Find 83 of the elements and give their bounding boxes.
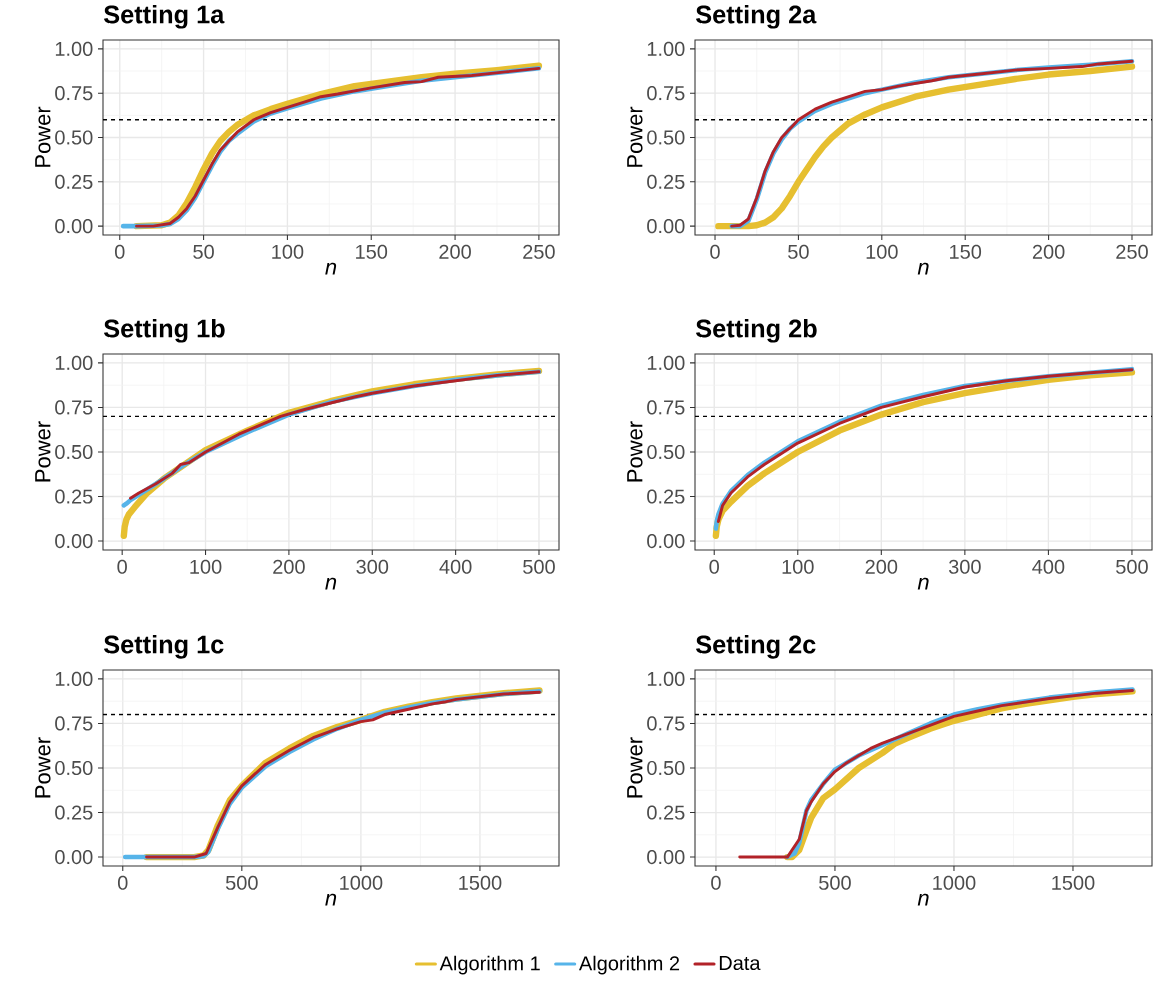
y-tick-label: 0.75	[647, 86, 685, 101]
y-tick-label: 0.75	[55, 400, 93, 415]
x-axis-title: n	[917, 577, 929, 590]
x-tick-label: 1000	[933, 875, 976, 890]
x-tick-label: 500	[225, 875, 258, 890]
x-tick-label: 400	[439, 559, 472, 574]
y-tick-label: 1.00	[647, 671, 685, 686]
y-tick-label: 0.25	[647, 174, 685, 189]
x-axis-title: n	[325, 262, 337, 275]
x-tick-label: 400	[1032, 559, 1065, 574]
y-tick-label: 1.00	[647, 41, 685, 56]
x-tick-label: 500	[523, 559, 555, 574]
x-tick-label: 1500	[1052, 875, 1095, 890]
x-tick-label: 50	[788, 244, 809, 259]
y-tick-label: 0.50	[55, 130, 93, 145]
y-tick-label: 0.00	[647, 219, 685, 234]
x-tick-label: 1000	[340, 875, 383, 890]
x-axis-title: n	[325, 577, 337, 590]
y-tick-label: 0.00	[647, 850, 685, 865]
y-tick-label: 0.25	[55, 489, 93, 504]
x-tick-label: 300	[356, 559, 389, 574]
y-axis-title: Power	[35, 106, 51, 167]
x-axis-title: n	[917, 262, 929, 275]
x-tick-label: 100	[190, 559, 222, 574]
x-tick-label: 150	[356, 244, 388, 259]
x-tick-label: 200	[865, 559, 898, 574]
y-axis-title: Power	[35, 737, 51, 798]
x-tick-label: 0	[709, 559, 719, 574]
x-tick-label: 250	[523, 244, 555, 259]
y-tick-label: 1.00	[55, 355, 93, 370]
x-tick-label: 0	[710, 244, 720, 259]
y-tick-label: 1.00	[55, 671, 93, 686]
y-tick-label: 0.75	[55, 86, 93, 101]
x-tick-label: 150	[950, 244, 982, 259]
y-tick-label: 0.25	[647, 805, 685, 820]
y-tick-label: 0.50	[647, 760, 685, 776]
legend-label: Algorithm 2	[578, 955, 680, 975]
y-axis-title: Power	[627, 421, 643, 482]
chart-title: Setting 2c	[696, 634, 816, 659]
y-tick-label: 0.75	[55, 716, 93, 731]
y-tick-label: 0.50	[55, 760, 93, 776]
x-tick-label: 0	[114, 244, 125, 259]
y-axis-title: Power	[627, 737, 643, 798]
y-tick-label: 0.50	[647, 444, 685, 460]
x-tick-label: 0	[117, 875, 128, 890]
y-tick-label: 0.25	[647, 489, 685, 504]
y-tick-label: 1.00	[55, 41, 93, 56]
x-tick-label: 500	[819, 875, 851, 890]
y-tick-label: 0.25	[55, 805, 93, 820]
x-tick-label: 200	[1032, 244, 1065, 259]
y-tick-label: 0.75	[647, 400, 685, 415]
chart-title: Setting 1a	[104, 4, 225, 29]
chart-title: Setting 2a	[696, 4, 817, 29]
x-tick-label: 50	[193, 244, 214, 259]
x-tick-label: 0	[711, 875, 721, 890]
x-tick-label: 0	[117, 559, 127, 574]
chart-title: Setting 1b	[104, 318, 225, 343]
y-tick-label: 0.00	[55, 219, 93, 234]
x-axis-title: n	[917, 893, 929, 906]
y-tick-label: 0.50	[647, 130, 685, 145]
x-tick-label: 100	[866, 244, 898, 259]
chart-title: Setting 2b	[696, 318, 817, 343]
y-tick-label: 0.50	[55, 444, 93, 460]
legend-label: Algorithm 1	[439, 955, 540, 975]
y-tick-label: 0.00	[647, 534, 685, 549]
y-tick-label: 0.00	[55, 534, 93, 549]
x-tick-label: 100	[272, 244, 304, 259]
x-axis-title: n	[325, 893, 337, 906]
x-tick-label: 200	[273, 559, 305, 574]
x-tick-label: 1500	[459, 875, 502, 890]
x-tick-label: 250	[1116, 244, 1148, 259]
y-axis-title: Power	[35, 421, 51, 482]
x-tick-label: 500	[1116, 559, 1148, 574]
legend-label: Data	[719, 956, 761, 971]
x-tick-label: 100	[782, 559, 814, 574]
chart-title: Setting 1c	[104, 634, 224, 659]
x-tick-label: 300	[948, 559, 981, 574]
y-tick-label: 0.00	[55, 850, 93, 865]
y-tick-label: 0.75	[647, 716, 685, 731]
y-tick-label: 0.25	[55, 174, 93, 189]
y-axis-title: Power	[627, 106, 643, 167]
x-tick-label: 200	[439, 244, 471, 259]
y-tick-label: 1.00	[647, 355, 685, 370]
